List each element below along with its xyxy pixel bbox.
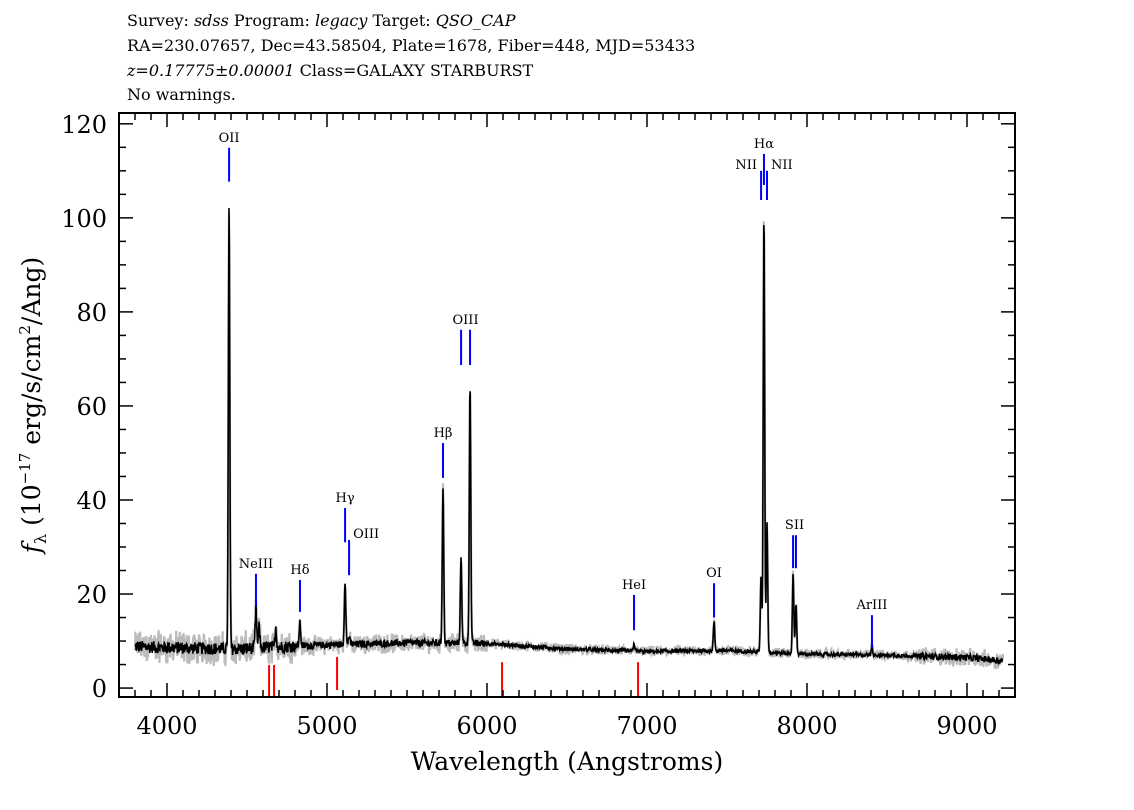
line-label: OI [706, 566, 722, 581]
header-line-4: No warnings. [127, 85, 236, 104]
line-marker-hα: Hα [754, 137, 774, 185]
line-label: Hβ [434, 426, 453, 441]
line-marker-hβ: Hβ [434, 426, 453, 478]
line-marker-nii: NII [766, 158, 793, 200]
line-label: NII [735, 158, 757, 173]
line-marker-oiii: OIII [453, 313, 479, 366]
y-tick-label: 0 [92, 675, 107, 703]
spectrum-line [134, 207, 1003, 666]
line-marker-hei: HeI [622, 578, 646, 631]
y-axis-label: fλ (10−17 erg/s/cm2/Ang) [16, 257, 50, 556]
x-tick-label: 5000 [296, 712, 357, 740]
line-marker-nii: NII [735, 158, 763, 200]
line-label: SII [785, 518, 804, 533]
header-line-1: Survey: sdss Program: legacy Target: QSO… [127, 11, 516, 30]
x-axis-label: Wavelength (Angstroms) [411, 747, 723, 776]
plot-area: OII NeIII Hδ Hγ OIII Hβ OIII HeI OI NII Hα NII SII Ar… [61, 111, 1016, 740]
line-label: OIII [353, 527, 379, 542]
y-tick-label: 100 [61, 205, 107, 233]
line-marker-oii: OII [219, 131, 240, 182]
y-tick-label: 60 [76, 393, 107, 421]
line-label: ArIII [855, 598, 887, 613]
line-label: Hα [754, 137, 774, 152]
line-label: Hγ [336, 491, 355, 506]
line-label: NeIII [239, 557, 273, 572]
line-marker-hδ: Hδ [290, 563, 310, 612]
y-tick-label: 120 [61, 111, 107, 139]
line-marker-neiii: NeIII [239, 557, 273, 607]
line-label: Hδ [290, 563, 309, 578]
y-tick-label: 40 [76, 487, 107, 515]
header-line-3: z=0.17775±0.00001 Class=GALAXY STARBURST [126, 61, 534, 80]
line-label: OII [219, 131, 240, 146]
line-marker-hγ: Hγ [336, 491, 355, 543]
line-marker-sii: SII [785, 518, 804, 569]
line-label: HeI [622, 578, 646, 593]
x-tick-label: 7000 [616, 712, 677, 740]
x-tick-label: 8000 [776, 712, 837, 740]
y-tick-label: 20 [76, 581, 107, 609]
line-label: OIII [453, 313, 479, 328]
line-marker-ariii: ArIII [855, 598, 887, 649]
x-tick-label: 9000 [936, 712, 997, 740]
line-marker-oiii: OIII [348, 527, 379, 576]
header-line-2: RA=230.07657, Dec=43.58504, Plate=1678, … [127, 36, 695, 55]
line-marker-oi: OI [706, 566, 722, 618]
line-label: NII [771, 158, 793, 173]
x-tick-label: 6000 [456, 712, 517, 740]
y-tick-label: 80 [76, 299, 107, 327]
header: Survey: sdss Program: legacy Target: QSO… [126, 11, 695, 104]
x-tick-label: 4000 [136, 712, 197, 740]
